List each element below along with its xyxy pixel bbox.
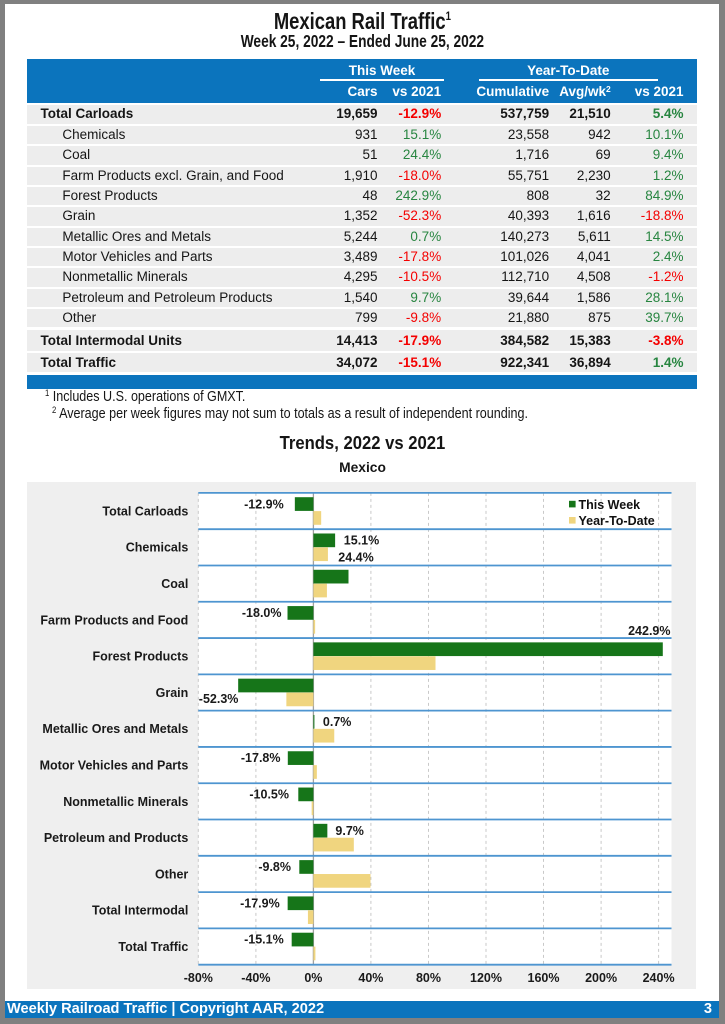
svg-text:0.7%: 0.7% [322,715,351,729]
svg-text:-18.0%: -18.0% [241,606,281,620]
svg-text:-10.5%: -10.5% [249,788,289,802]
svg-text:Motor Vehicles and Parts: Motor Vehicles and Parts [39,759,188,773]
svg-text:This Week: This Week [578,498,640,512]
svg-text:Forest Products: Forest Products [92,650,188,664]
svg-text:-80%: -80% [183,971,212,985]
svg-text:Metallic Ores and Metals: Metallic Ores and Metals [42,722,188,736]
svg-text:-15.1%: -15.1% [244,933,284,947]
svg-text:120%: 120% [470,971,502,985]
svg-text:-17.9%: -17.9% [240,896,280,910]
svg-text:-9.8%: -9.8% [258,860,291,874]
svg-text:Nonmetallic Minerals: Nonmetallic Minerals [63,795,188,809]
svg-text:15.1%: 15.1% [343,534,378,548]
svg-text:-52.3%: -52.3% [198,692,238,706]
svg-text:80%: 80% [415,971,440,985]
svg-text:Grain: Grain [155,686,188,700]
svg-text:-12.9%: -12.9% [244,497,284,511]
svg-text:Farm Products and Food: Farm Products and Food [40,613,188,627]
svg-text:-40%: -40% [241,971,270,985]
svg-text:-17.8%: -17.8% [240,751,280,765]
svg-text:242.9%: 242.9% [628,624,670,638]
svg-text:0%: 0% [304,971,322,985]
svg-text:200%: 200% [585,971,617,985]
svg-text:Year-To-Date: Year-To-Date [578,514,654,528]
svg-text:Total Carloads: Total Carloads [102,504,188,518]
svg-text:Total Traffic: Total Traffic [118,940,188,954]
svg-text:Coal: Coal [161,577,188,591]
svg-text:Total Intermodal: Total Intermodal [91,904,187,918]
svg-text:9.7%: 9.7% [335,824,364,838]
svg-text:24.4%: 24.4% [338,551,373,565]
svg-text:160%: 160% [527,971,559,985]
svg-text:40%: 40% [358,971,383,985]
svg-text:Chemicals: Chemicals [125,541,188,555]
svg-text:Other: Other [154,867,187,881]
svg-text:240%: 240% [642,971,674,985]
svg-text:Petroleum and Products: Petroleum and Products [43,831,188,845]
